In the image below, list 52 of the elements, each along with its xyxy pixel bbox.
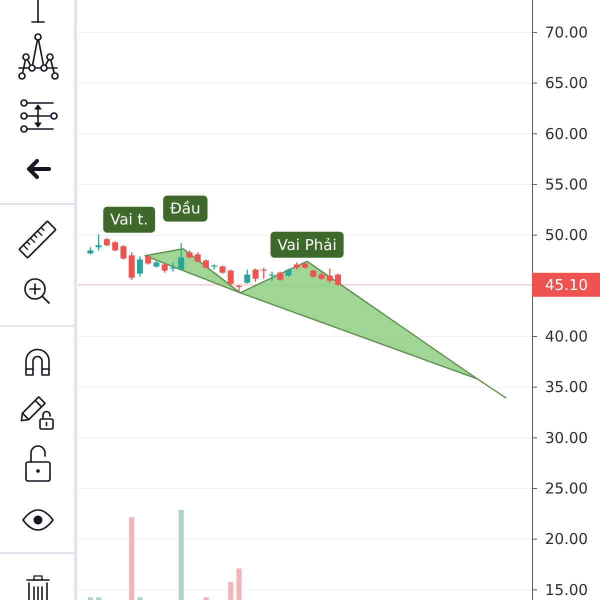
candlestick	[252, 268, 258, 282]
candlestick	[310, 270, 316, 278]
candlestick	[104, 238, 110, 246]
candlestick	[277, 272, 284, 281]
ref-line-label: 45.10	[545, 276, 588, 294]
bar	[88, 597, 93, 600]
candlestick	[335, 274, 341, 286]
y-tick-label: 30.00	[545, 428, 588, 447]
bar	[137, 597, 142, 600]
candlestick	[153, 260, 160, 268]
candlestick	[236, 284, 242, 292]
y-tick-label: 20.00	[545, 530, 588, 548]
y-tick-label: 35.00	[545, 378, 588, 396]
y-tick-label: 25.00	[545, 480, 588, 498]
candlestick	[178, 243, 184, 271]
candlestick	[112, 241, 118, 252]
y-tick-label: 70.00	[545, 23, 588, 42]
candlestick	[186, 250, 192, 258]
bar	[96, 597, 102, 600]
candlestick	[219, 266, 226, 274]
bar	[228, 582, 234, 600]
annotation: Vai t.	[110, 210, 148, 229]
candlestick	[136, 256, 143, 277]
candlestick	[96, 234, 102, 250]
y-tick-label: 40.00	[545, 327, 588, 346]
bar	[236, 568, 242, 600]
candlestick	[302, 262, 308, 269]
candlestick	[87, 247, 94, 254]
y-tick-label: 55.00	[545, 175, 588, 194]
candlestick	[145, 254, 152, 265]
candlestick	[128, 252, 135, 280]
annotation: Đầu	[170, 200, 200, 218]
candlestick	[286, 268, 292, 277]
annotation: Vai Phải	[277, 236, 337, 254]
bar	[129, 517, 134, 600]
y-tick-label: 15.00	[545, 580, 588, 599]
y-tick-label: 50.00	[545, 226, 588, 244]
candlestick	[318, 272, 324, 280]
candlestick	[120, 245, 126, 260]
y-tick-label: 65.00	[545, 74, 588, 92]
candlestick	[260, 268, 267, 279]
candlestick	[162, 264, 168, 273]
bar	[203, 597, 209, 600]
candlestick	[211, 264, 218, 270]
y-tick-label: 60.00	[545, 124, 588, 143]
candlestick	[244, 270, 250, 284]
bar	[178, 510, 184, 600]
candlestick	[326, 268, 333, 283]
candlestick	[202, 259, 209, 269]
candlestick	[228, 270, 234, 286]
candlestick	[194, 252, 201, 262]
candlestick	[294, 262, 300, 270]
